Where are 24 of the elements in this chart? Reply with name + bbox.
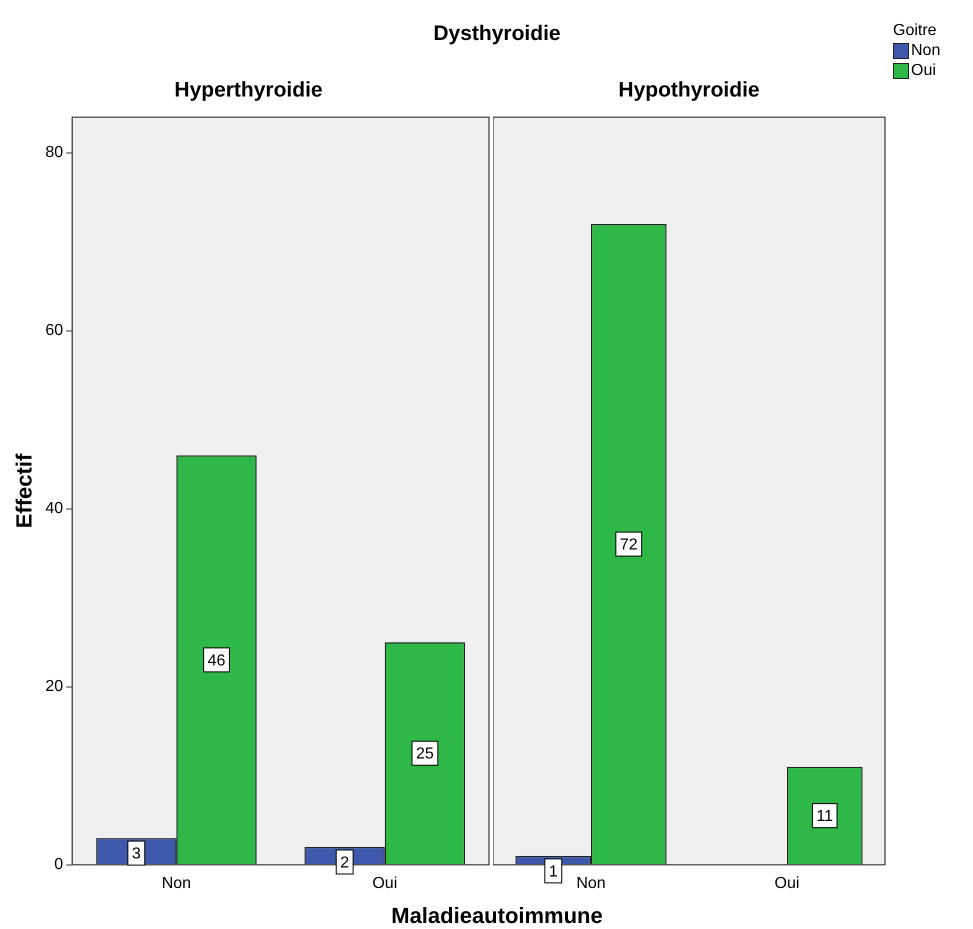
chart-title: Hypothyroidie xyxy=(618,78,760,102)
y-tick-label: 60 xyxy=(45,322,64,340)
chart-title: Hyperthyroidie xyxy=(174,78,323,102)
y-tick-label: 20 xyxy=(45,678,64,696)
y-tick-label: 0 xyxy=(54,856,64,874)
y-tick-label: 80 xyxy=(45,144,64,162)
data-label: 25 xyxy=(416,746,434,763)
x-tick-label: Non xyxy=(576,874,606,892)
text: Dysthyroidie xyxy=(432,22,562,46)
x-tick-label: Non xyxy=(162,874,192,892)
data-label: 46 xyxy=(208,652,226,670)
data-label: 11 xyxy=(816,808,834,826)
data-label: 1 xyxy=(548,863,558,880)
x-tick-label: Oui xyxy=(774,874,800,892)
data-label: 2 xyxy=(340,854,350,872)
x-axis-title: Maladieautoimmune xyxy=(390,903,604,929)
legend-label: Non xyxy=(911,42,940,60)
data-label: 3 xyxy=(132,846,141,863)
y-axis-title: Effectif xyxy=(11,453,36,528)
legend-title: Goitre xyxy=(893,22,938,40)
y-tick-label: 40 xyxy=(45,500,64,518)
data-label: 72 xyxy=(620,536,638,554)
legend-label: Oui xyxy=(911,62,936,80)
x-tick-label: Oui xyxy=(372,874,398,892)
